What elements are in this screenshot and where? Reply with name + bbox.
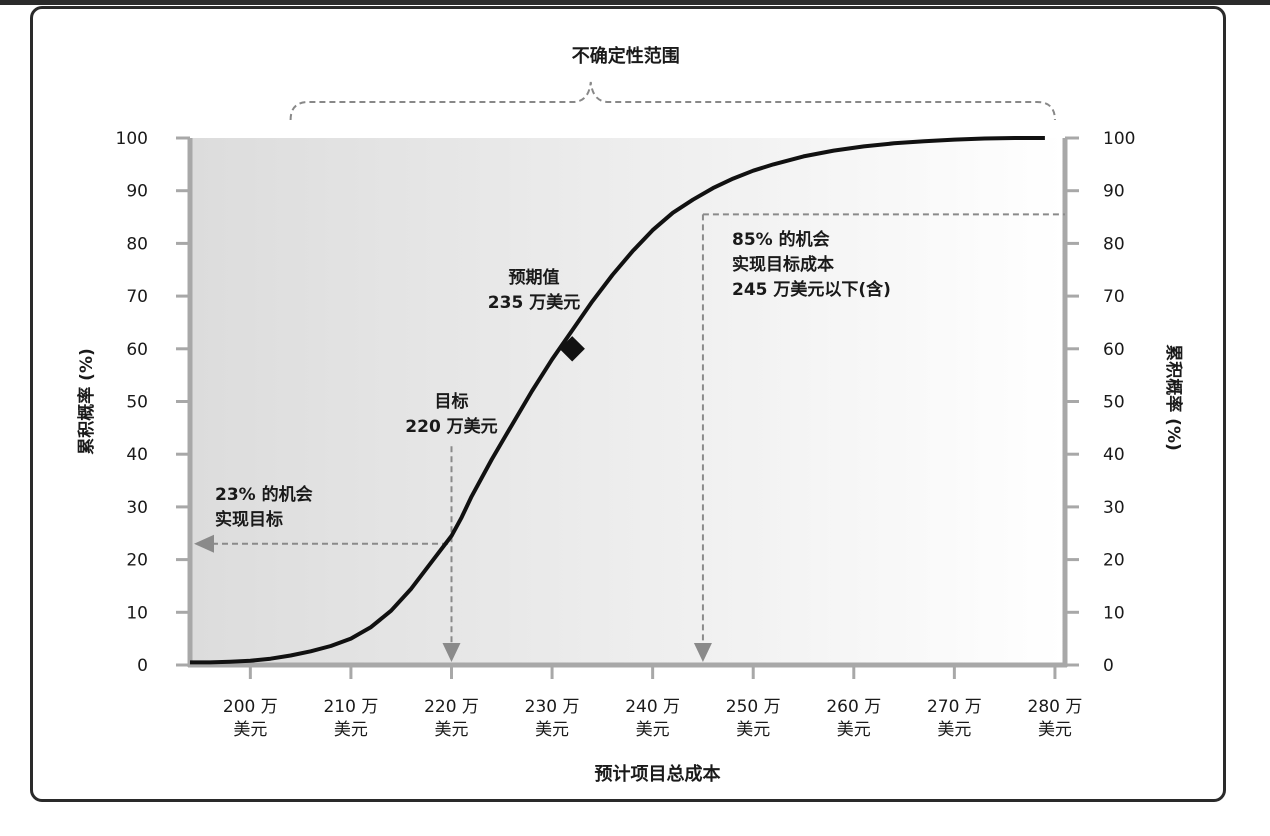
x-tick-label: 美元 — [736, 720, 770, 740]
p85-annotation-line2: 实现目标成本 — [732, 254, 834, 275]
guide-lines — [194, 213, 1065, 662]
x-tick-label: 美元 — [434, 720, 468, 740]
x-tick-label: 美元 — [233, 720, 267, 740]
x-tick-label: 260 万 — [826, 697, 881, 717]
x-tick-label: 美元 — [334, 720, 368, 740]
left-y-axis-label: 累积概率 (%) — [76, 348, 97, 455]
right-y-tick-label: 100 — [1103, 129, 1135, 149]
p85-annotation-line3: 245 万美元以下(含) — [732, 279, 891, 300]
x-tick-label: 美元 — [1038, 720, 1072, 740]
x-axis-label: 预计项目总成本 — [595, 763, 721, 785]
left-y-tick-label: 50 — [126, 393, 148, 413]
right-y-tick-label: 50 — [1103, 393, 1125, 413]
left-y-tick-label: 70 — [126, 287, 148, 307]
target-chance-annotation-line2: 实现目标 — [215, 509, 283, 530]
right-y-axis-label: 累积概率 (%) — [1163, 344, 1184, 451]
expected-value-annotation-label: 预期值 — [509, 267, 560, 288]
cumulative-curve-line — [190, 136, 1045, 665]
x-tick-label: 美元 — [636, 720, 670, 740]
x-tick-label: 210 万 — [323, 697, 378, 717]
x-tick-label: 220 万 — [424, 697, 479, 717]
plot-background — [190, 138, 1065, 665]
left-y-tick-label: 40 — [126, 445, 148, 465]
right-y-ticks: 0 10 20 30 40 50 60 70 80 90 100 — [1065, 129, 1135, 676]
right-y-tick-label: 60 — [1103, 340, 1125, 360]
right-y-tick-label: 20 — [1103, 551, 1125, 571]
x-tick-label: 230 万 — [525, 697, 580, 717]
x-tick-label: 240 万 — [625, 697, 680, 717]
left-y-tick-label: 60 — [126, 340, 148, 360]
left-y-tick-label: 100 — [116, 129, 148, 149]
p85-annotation-line1: 85% 的机会 — [732, 229, 830, 250]
right-y-tick-label: 10 — [1103, 603, 1125, 623]
uncertainty-range-brace — [289, 81, 1056, 121]
left-y-tick-label: 20 — [126, 551, 148, 571]
expected-value-annotation-value: 235 万美元 — [488, 292, 580, 313]
chart-title: 不确定性范围 — [572, 45, 680, 67]
top-border-bar — [0, 0, 1270, 5]
target-down-arrow — [442, 643, 461, 662]
left-y-tick-label: 0 — [137, 656, 148, 676]
right-y-tick-label: 30 — [1103, 498, 1125, 518]
target-chance-annotation-line1: 23% 的机会 — [215, 484, 313, 505]
x-tick-label: 美元 — [837, 720, 871, 740]
left-y-tick-label: 30 — [126, 498, 148, 518]
x-tick-label: 280 万 — [1028, 697, 1083, 717]
right-y-tick-label: 40 — [1103, 445, 1125, 465]
left-y-tick-label: 90 — [126, 182, 148, 202]
right-y-tick-label: 0 — [1103, 656, 1114, 676]
x-tick-label: 美元 — [937, 720, 971, 740]
p85-down-arrow — [693, 643, 712, 662]
x-tick-label: 250 万 — [726, 697, 781, 717]
target-annotation-label: 目标 — [434, 391, 468, 412]
left-y-tick-label: 80 — [126, 234, 148, 254]
target-left-arrow — [194, 534, 214, 553]
left-y-ticks: 0 10 20 30 40 50 60 70 80 90 100 — [116, 129, 190, 676]
x-ticks: 200 万美元 210 万美元 220 万美元 230 万美元 240 万美元 250 万… — [223, 665, 1082, 740]
x-tick-label: 200 万 — [223, 697, 278, 717]
x-tick-label: 270 万 — [927, 697, 982, 717]
expected-value-marker — [559, 336, 585, 362]
right-y-tick-label: 80 — [1103, 234, 1125, 254]
x-tick-label: 美元 — [535, 720, 569, 740]
target-annotation-value: 220 万美元 — [405, 416, 497, 437]
left-y-tick-label: 10 — [126, 603, 148, 623]
right-y-tick-label: 70 — [1103, 287, 1125, 307]
right-y-tick-label: 90 — [1103, 182, 1125, 202]
